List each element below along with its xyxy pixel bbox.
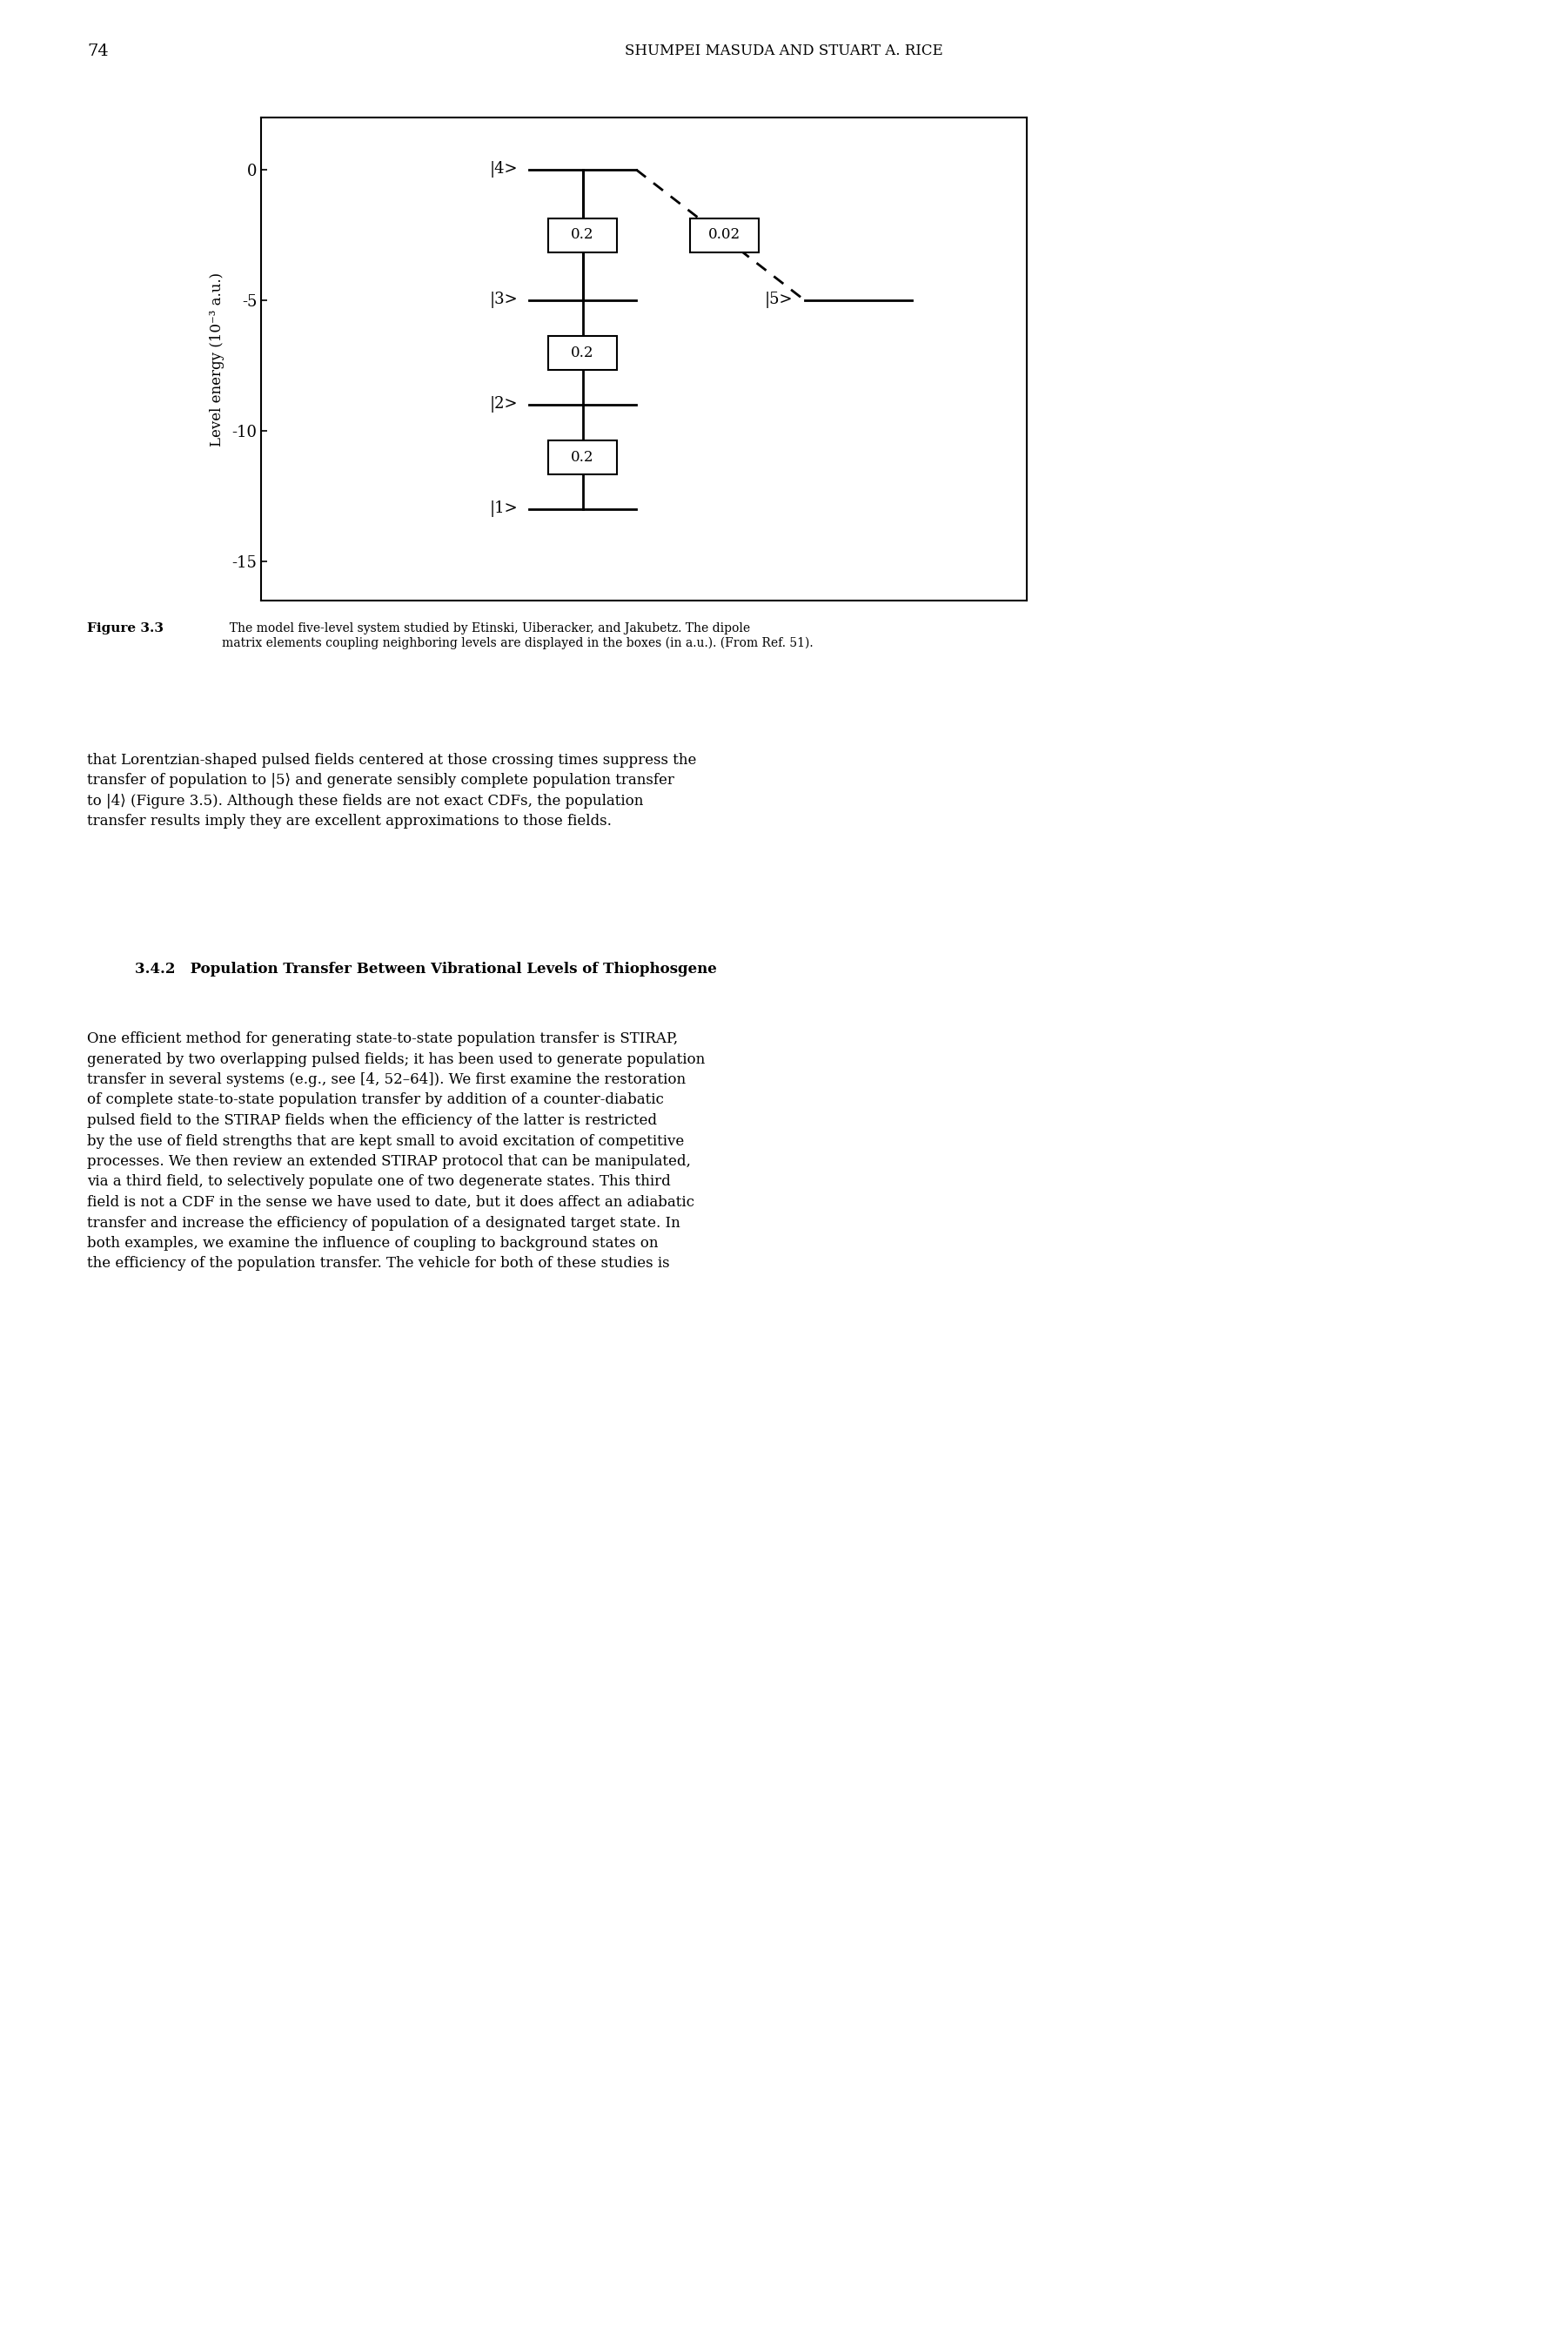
Text: Figure 3.3: Figure 3.3 [86, 623, 163, 634]
Text: 74: 74 [86, 45, 108, 59]
Text: 0.2: 0.2 [571, 228, 594, 242]
Text: SHUMPEI MASUDA AND STUART A. RICE: SHUMPEI MASUDA AND STUART A. RICE [626, 45, 942, 59]
Bar [690, 219, 759, 251]
Text: 0.02: 0.02 [709, 228, 740, 242]
Text: |4>: |4> [489, 162, 517, 179]
Y-axis label: Level energy (10⁻³ a.u.): Level energy (10⁻³ a.u.) [210, 273, 224, 446]
Text: |5>: |5> [765, 291, 793, 308]
Bar [549, 439, 618, 475]
Bar [549, 336, 618, 369]
Text: |2>: |2> [489, 397, 517, 414]
Text: The model five-level system studied by Etinski, Uiberacker, and Jakubetz. The di: The model five-level system studied by E… [223, 623, 814, 649]
Text: that Lorentzian-shaped pulsed fields centered at those crossing times suppress t: that Lorentzian-shaped pulsed fields cen… [86, 752, 696, 830]
Text: |1>: |1> [489, 501, 517, 517]
Text: 0.2: 0.2 [571, 449, 594, 465]
Text: 0.2: 0.2 [571, 345, 594, 360]
Bar [549, 219, 618, 251]
Text: One efficient method for generating state-to-state population transfer is STIRAP: One efficient method for generating stat… [86, 1032, 706, 1271]
Text: |3>: |3> [489, 291, 517, 308]
Text: 3.4.2   Population Transfer Between Vibrational Levels of Thiophosgene: 3.4.2 Population Transfer Between Vibrat… [135, 961, 717, 978]
